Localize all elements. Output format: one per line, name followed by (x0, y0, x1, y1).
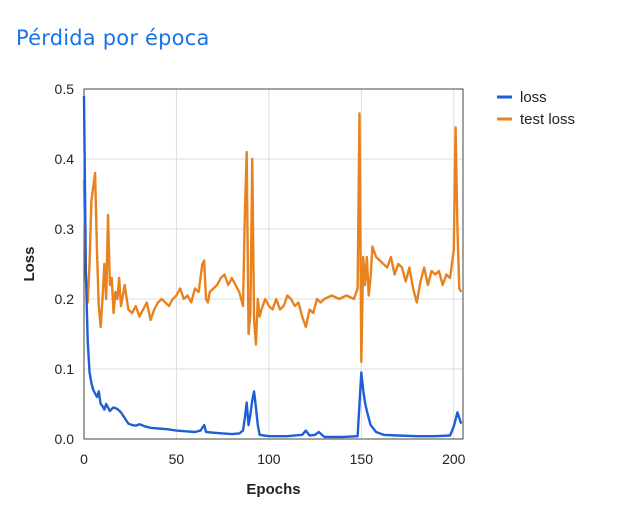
y-tick-label: 0.2 (55, 291, 75, 307)
y-tick-label: 0.5 (55, 81, 75, 97)
x-axis-ticks: 0 50 100 150 200 (80, 451, 466, 467)
page-title: Pérdida por época (16, 26, 210, 50)
y-tick-label: 0.3 (55, 221, 75, 237)
plot-frame (83, 88, 464, 440)
y-axis-title: Loss (21, 246, 38, 281)
y-tick-label: 0.1 (55, 361, 75, 377)
x-tick-label: 50 (169, 451, 185, 467)
x-tick-label: 100 (257, 451, 281, 467)
series-line-loss (82, 95, 463, 439)
x-tick-label: 0 (80, 451, 88, 467)
legend: loss test loss (497, 89, 575, 128)
series-line-test-loss (82, 112, 463, 364)
y-tick-label: 0.4 (55, 151, 75, 167)
legend-label-loss: loss (520, 89, 547, 106)
x-axis-title: Epochs (246, 481, 300, 498)
grid (83, 88, 463, 440)
x-tick-label: 200 (442, 451, 466, 467)
series-group (82, 95, 463, 439)
legend-label-test-loss: test loss (520, 111, 575, 128)
y-axis-ticks: 0.0 0.1 0.2 0.3 0.4 0.5 (55, 81, 75, 447)
x-tick-label: 150 (350, 451, 374, 467)
y-tick-label: 0.0 (55, 431, 75, 447)
